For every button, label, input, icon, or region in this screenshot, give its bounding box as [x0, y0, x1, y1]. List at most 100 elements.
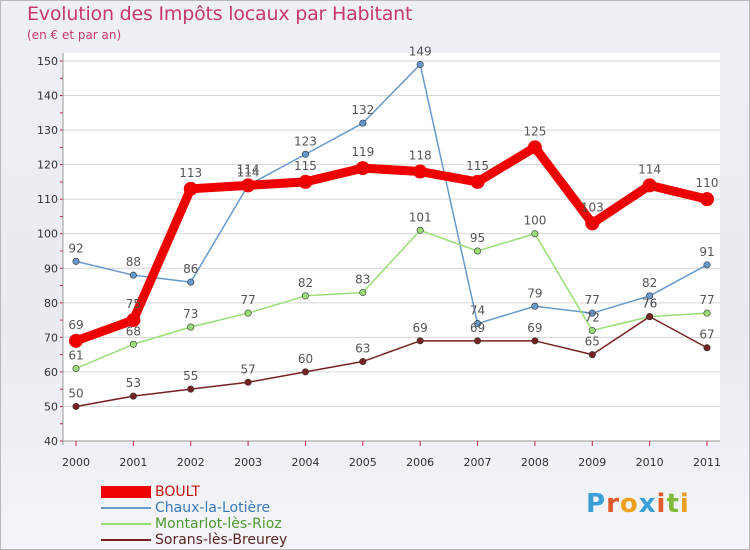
logo-letter: P [586, 489, 607, 519]
data-point-chaux-la-lotiere [129, 271, 137, 279]
x-tick-label: 2003 [234, 456, 262, 469]
data-label-montarlot-les-rioz: 83 [355, 272, 370, 286]
logo-letter: i [679, 489, 690, 519]
data-point-boult [470, 174, 485, 189]
data-label-chaux-la-lotiere: 92 [68, 241, 83, 255]
data-label-sorans-les-breurey: 53 [126, 376, 141, 390]
x-tick-label: 2006 [406, 456, 434, 469]
data-label-montarlot-les-rioz: 101 [409, 210, 432, 224]
data-point-boult [527, 140, 542, 155]
x-tick-label: 2001 [119, 456, 147, 469]
data-label-sorans-les-breurey: 69 [527, 321, 542, 335]
data-label-montarlot-les-rioz: 68 [126, 324, 141, 338]
data-point-chaux-la-lotiere [588, 309, 596, 317]
data-label-boult: 110 [696, 176, 719, 190]
chart-subtitle: (en € et par an) [27, 28, 122, 42]
data-label-chaux-la-lotiere: 132 [351, 103, 374, 117]
logo-letter: r [606, 489, 620, 519]
legend-item-chaux: Chaux-la-Lotière [101, 500, 287, 516]
y-tick-label: 60 [44, 366, 58, 379]
data-point-sorans-les-breurey [359, 358, 367, 366]
data-point-sorans-les-breurey [474, 337, 482, 345]
x-tick-label: 2004 [291, 456, 319, 469]
data-label-montarlot-les-rioz: 61 [68, 348, 83, 362]
data-label-chaux-la-lotiere: 82 [642, 276, 657, 290]
logo-letter: o [619, 489, 639, 519]
data-label-montarlot-les-rioz: 72 [585, 310, 600, 324]
x-tick-label: 2000 [62, 456, 90, 469]
data-label-boult: 114 [237, 162, 260, 176]
data-label-boult: 119 [351, 145, 374, 159]
data-point-boult [413, 164, 428, 179]
legend-item-boult: BOULT [101, 484, 287, 500]
x-tick-label: 2009 [578, 456, 606, 469]
data-point-boult [700, 192, 714, 207]
y-tick-label: 120 [37, 159, 58, 172]
plot-area [63, 53, 720, 441]
data-point-boult [241, 178, 256, 193]
legend: BOULT Chaux-la-Lotière Montarlot-lès-Rio… [101, 484, 287, 548]
data-label-chaux-la-lotiere: 79 [527, 286, 542, 300]
series-line-chaux-la-lotiere [75, 63, 708, 325]
y-tick-label: 80 [44, 297, 58, 310]
data-label-chaux-la-lotiere: 88 [126, 255, 141, 269]
data-label-boult: 75 [126, 297, 141, 311]
data-label-chaux-la-lotiere: 77 [585, 293, 600, 307]
data-point-boult [183, 181, 198, 196]
data-point-montarlot-les-rioz [129, 340, 137, 348]
data-label-montarlot-les-rioz: 82 [298, 276, 313, 290]
data-label-sorans-les-breurey: 50 [68, 386, 83, 400]
data-point-sorans-les-breurey [244, 378, 252, 386]
data-label-sorans-les-breurey: 69 [413, 321, 428, 335]
data-point-sorans-les-breurey [187, 385, 195, 393]
chart-title: Evolution des Impôts locaux par Habitant [27, 3, 413, 25]
data-point-chaux-la-lotiere [359, 119, 367, 127]
data-point-chaux-la-lotiere [474, 320, 482, 328]
data-point-sorans-les-breurey [703, 344, 711, 352]
logo-letter: x [638, 489, 657, 519]
data-label-chaux-la-lotiere: 86 [183, 262, 198, 276]
data-point-boult [642, 178, 657, 193]
y-tick-label: 110 [37, 193, 58, 206]
data-label-montarlot-les-rioz: 77 [699, 293, 714, 307]
data-point-sorans-les-breurey [588, 351, 596, 359]
data-point-montarlot-les-rioz [359, 288, 367, 296]
y-tick-label: 50 [44, 400, 58, 413]
data-point-sorans-les-breurey [129, 392, 137, 400]
data-label-montarlot-les-rioz: 95 [470, 231, 485, 245]
x-tick-label: 2011 [693, 456, 721, 469]
legend-item-sorans: Sorans-lès-Breurey [101, 532, 287, 548]
legend-item-montarlot: Montarlot-lès-Rioz [101, 516, 287, 532]
data-point-montarlot-les-rioz [474, 247, 482, 255]
data-label-chaux-la-lotiere: 123 [294, 134, 317, 148]
legend-swatch-boult [101, 486, 151, 498]
data-label-sorans-les-breurey: 76 [642, 297, 657, 311]
data-label-boult: 118 [409, 149, 432, 163]
proxiti-logo: Proxiti [586, 489, 690, 519]
data-label-chaux-la-lotiere: 91 [699, 245, 714, 259]
data-point-chaux-la-lotiere [187, 278, 195, 286]
y-tick-label: 150 [37, 55, 58, 68]
data-point-boult [126, 313, 141, 328]
legend-swatch-montarlot [101, 523, 151, 525]
data-label-sorans-les-breurey: 63 [355, 342, 370, 356]
data-point-chaux-la-lotiere [703, 261, 711, 269]
logo-letter: t [666, 489, 680, 519]
data-label-boult: 125 [523, 124, 546, 138]
data-label-chaux-la-lotiere: 149 [409, 44, 432, 58]
data-point-chaux-la-lotiere [72, 257, 80, 265]
x-tick-label: 2002 [177, 456, 205, 469]
data-label-sorans-les-breurey: 65 [585, 335, 600, 349]
y-tick-label: 90 [44, 262, 58, 275]
legend-swatch-sorans [101, 539, 151, 541]
data-label-montarlot-les-rioz: 100 [523, 214, 546, 228]
y-tick-label: 100 [37, 228, 58, 241]
data-label-boult: 114 [638, 162, 661, 176]
x-tick-label: 2005 [349, 456, 377, 469]
data-point-boult [69, 333, 83, 348]
data-label-montarlot-les-rioz: 73 [183, 307, 198, 321]
data-label-montarlot-les-rioz: 76 [642, 297, 657, 311]
data-label-sorans-les-breurey: 67 [699, 328, 714, 342]
data-label-chaux-la-lotiere: 74 [470, 304, 485, 318]
